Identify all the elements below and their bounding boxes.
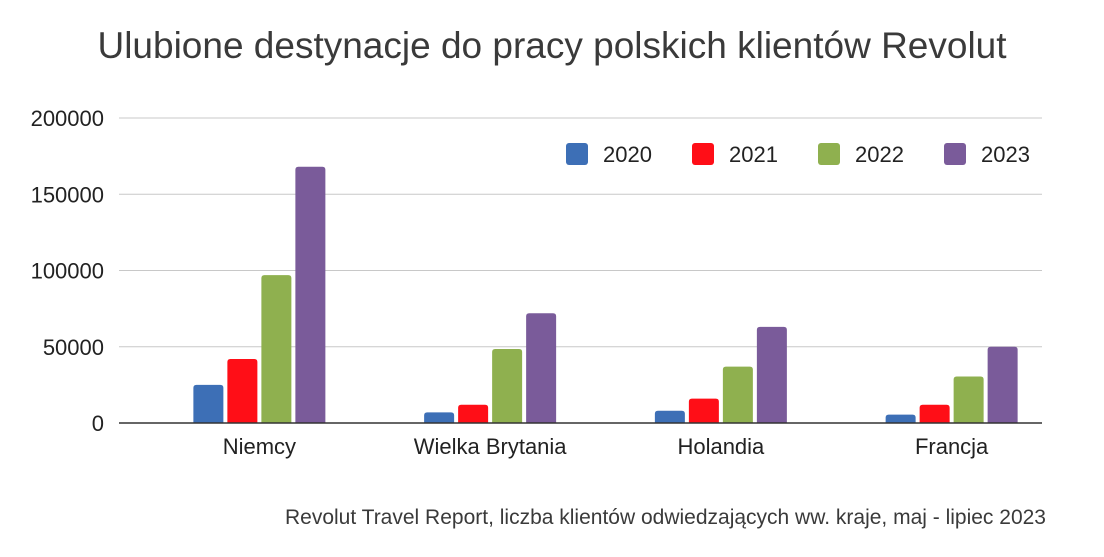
bars (193, 166, 1018, 424)
legend-swatch-2020 (566, 143, 588, 165)
bar-2020-1 (424, 412, 455, 423)
legend-label-2022: 2022 (855, 142, 904, 167)
bar-2020-3 (885, 414, 916, 423)
x-category-label: Holandia (677, 434, 765, 459)
x-category-label: Niemcy (223, 434, 296, 459)
bar-2021-3 (919, 404, 950, 423)
x-axis-categories: Niemcy Wielka Brytania Holandia Francja (223, 434, 989, 459)
y-axis-ticks: 0 50000 100000 150000 200000 (31, 106, 104, 436)
y-tick-label: 200000 (31, 106, 104, 131)
y-tick-label: 50000 (43, 335, 104, 360)
bar-2021-2 (688, 398, 719, 423)
legend-swatch-2023 (944, 143, 966, 165)
bar-2022-2 (722, 366, 753, 423)
legend-label-2021: 2021 (729, 142, 778, 167)
bar-2023-0 (295, 166, 326, 424)
bar-2022-1 (492, 349, 523, 423)
chart-title: Ulubione destynacje do pracy polskich kl… (97, 25, 1007, 66)
bar-2021-0 (227, 358, 258, 423)
legend-swatch-2021 (692, 143, 714, 165)
y-tick-label: 0 (92, 411, 104, 436)
bar-2023-2 (756, 326, 787, 423)
bar-2023-1 (526, 313, 557, 423)
bar-2022-3 (953, 376, 984, 423)
y-tick-label: 100000 (31, 259, 104, 284)
legend-swatch-2022 (818, 143, 840, 165)
legend-label-2020: 2020 (603, 142, 652, 167)
bar-2020-0 (193, 384, 224, 423)
y-tick-label: 150000 (31, 182, 104, 207)
legend-label-2023: 2023 (981, 142, 1030, 167)
bar-2021-1 (458, 404, 489, 423)
chart-source-note: Revolut Travel Report, liczba klientów o… (285, 506, 1046, 529)
legend: 2020 2021 2022 2023 (566, 142, 1030, 167)
bar-2020-2 (654, 410, 685, 423)
bar-2022-0 (261, 275, 292, 423)
x-category-label: Wielka Brytania (414, 434, 568, 459)
x-category-label: Francja (915, 434, 989, 459)
gridlines (119, 117, 1042, 348)
bar-2023-3 (987, 346, 1018, 423)
